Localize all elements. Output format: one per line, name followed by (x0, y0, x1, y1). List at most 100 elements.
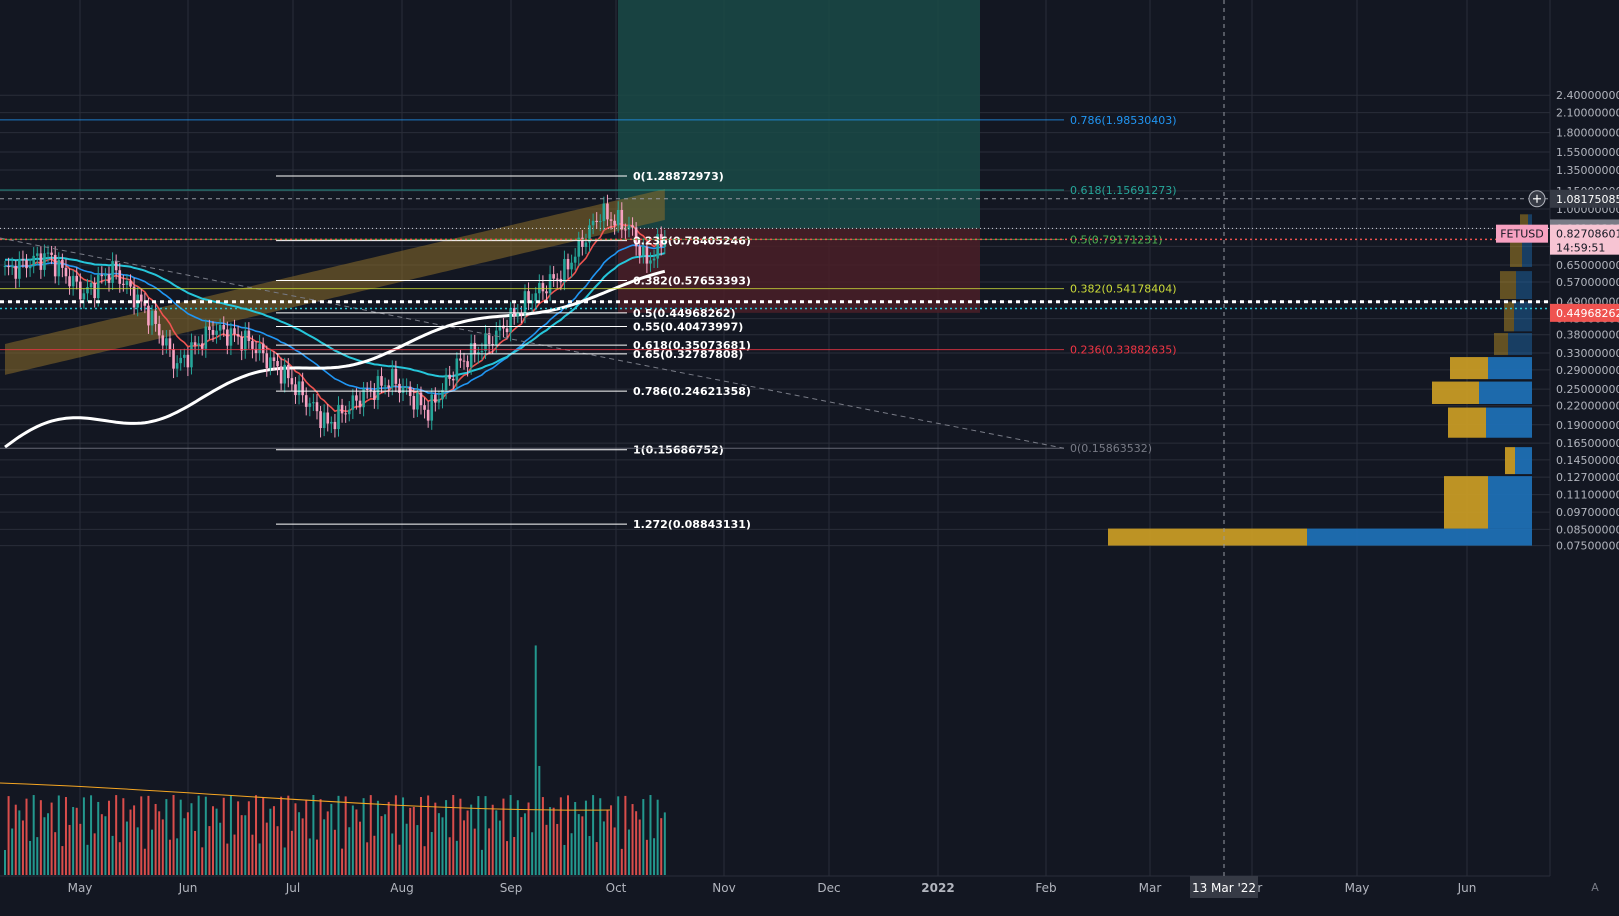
volume-bar (251, 834, 254, 875)
position-zones (618, 0, 980, 313)
candle-body (523, 291, 527, 315)
volume-bar (208, 826, 211, 875)
trend-line (0, 237, 1065, 449)
volume-bar (516, 800, 519, 875)
volume-bar (599, 798, 602, 875)
vp-row-left (1432, 381, 1479, 404)
volume-bar (197, 795, 200, 875)
candle-body (68, 276, 71, 287)
price-tick-label: 2.10000000 (1556, 107, 1619, 120)
volume-bar (32, 795, 35, 875)
candle-body (304, 395, 308, 407)
crosshair-date-bg (1190, 876, 1258, 898)
volume-bar (272, 806, 275, 875)
volume-bar (118, 842, 121, 875)
candle-body (261, 343, 265, 354)
candle-body (254, 348, 258, 354)
time-axis[interactable]: MayJunJulAugSepOctNovDec2022FebMarAprMay… (0, 875, 1619, 916)
candles (0, 194, 1065, 449)
candle-body (208, 326, 211, 331)
vp-row-left (1505, 447, 1515, 475)
volume-bar (75, 807, 78, 875)
volume-bar (427, 795, 430, 875)
price-tick-label: 0.14500000 (1556, 454, 1619, 467)
volume-bar (287, 795, 290, 875)
volume-bars (0, 645, 666, 875)
volume-bar (473, 828, 476, 875)
volume-bar (559, 797, 562, 875)
candle-body (247, 330, 251, 342)
vp-row-left (1504, 301, 1514, 332)
candle-body (172, 349, 175, 369)
volume-bar (592, 795, 595, 875)
candle-body (466, 361, 469, 368)
candle-body (233, 328, 236, 335)
volume-bar (315, 839, 318, 875)
price-axis[interactable]: 2.40000000 2.10000000 1.80000000 1.55000000… (1496, 0, 1619, 916)
candle-body (7, 266, 10, 268)
candle-body (53, 254, 57, 277)
price-tick-label: 1.35000000 (1556, 164, 1619, 177)
volume-bar (520, 817, 523, 875)
fib-retracement-label: 0.382(0.57653393) (633, 275, 751, 288)
volume-bar (366, 842, 369, 875)
candle-body (175, 363, 179, 369)
candle-body (656, 234, 659, 259)
time-tick-label: Dec (817, 881, 840, 895)
volume-bar (154, 803, 157, 875)
volume-bar (341, 848, 344, 875)
volume-bar (176, 838, 179, 875)
candle-body (337, 404, 340, 430)
candle-body (218, 325, 222, 331)
fib-extension-label: 0.786(1.98530403) (1070, 114, 1177, 127)
candle-body (369, 389, 373, 391)
candle-body (111, 261, 114, 283)
candle-body (297, 381, 301, 396)
volume-ma-line (0, 782, 611, 811)
candle-body (387, 385, 391, 388)
volume-bar (538, 765, 541, 875)
candle-body (301, 381, 304, 396)
volume-bar (642, 799, 645, 875)
auto-scale-button[interactable]: A (1591, 881, 1599, 894)
candle-body (577, 237, 581, 257)
fib-retracement-label: 0.618(0.35073681) (633, 339, 751, 352)
price-tick-label: 0.09700000 (1556, 506, 1619, 519)
volume-bar (323, 819, 326, 875)
volume-profile (1108, 214, 1532, 546)
volume-bar (491, 804, 494, 875)
candle-body (57, 259, 61, 277)
candle-body (624, 229, 627, 231)
candle-body (462, 360, 466, 362)
volume-bar (624, 795, 627, 875)
volume-bar (265, 822, 268, 875)
candle-body (570, 262, 573, 270)
candle-body (383, 385, 387, 387)
candle-body (358, 400, 362, 408)
fib-retracement-label: 0.65(0.32787808) (633, 348, 743, 361)
volume-bar (506, 841, 509, 875)
vp-row-left (1500, 271, 1516, 300)
volume-bar (445, 800, 448, 875)
candle-body (638, 246, 642, 256)
price-tick-label: 1.80000000 (1556, 127, 1619, 140)
ema-mid-line (4, 244, 665, 395)
volume-bar (391, 833, 394, 875)
loss-zone (618, 228, 980, 313)
candle-body (240, 336, 243, 351)
candle-body (642, 246, 645, 256)
volume-bar (194, 830, 197, 875)
candle-body (566, 258, 570, 270)
candle-body (290, 378, 294, 385)
price-tick-label: 0.16500000 (1556, 437, 1619, 450)
volume-bar (441, 817, 444, 875)
candle-body (484, 333, 487, 352)
candle-body (434, 394, 437, 403)
volume-bar (534, 645, 537, 875)
vp-row-right (1486, 407, 1532, 438)
volume-bar (244, 815, 247, 875)
time-tick-label: Oct (606, 881, 627, 895)
candle-body (552, 274, 555, 279)
ema-fast-line (4, 222, 666, 413)
